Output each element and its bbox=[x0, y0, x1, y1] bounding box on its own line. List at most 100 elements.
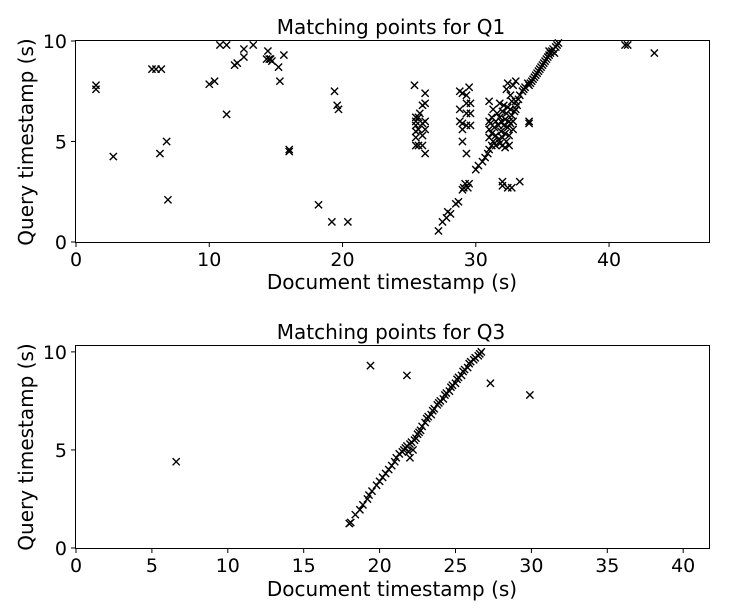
y-axis-q1: 0 5 10 bbox=[43, 31, 76, 254]
x-tick-label: 5 bbox=[146, 555, 158, 577]
scatter-point bbox=[157, 65, 166, 74]
scatter-point bbox=[495, 99, 504, 108]
scatter-point bbox=[421, 89, 430, 98]
scatter-point bbox=[358, 500, 367, 509]
x-tick-label: 40 bbox=[671, 555, 695, 577]
scatter-point bbox=[411, 117, 420, 126]
scatter-point bbox=[421, 149, 430, 158]
scatter-point bbox=[162, 137, 171, 146]
x-tick-label: 0 bbox=[70, 555, 82, 577]
scatter-point bbox=[497, 127, 506, 136]
x-axis-label-q1: Document timestamp (s) bbox=[267, 270, 517, 294]
y-tick-label: 0 bbox=[55, 538, 67, 560]
scatter-point bbox=[497, 117, 506, 126]
scatter-point bbox=[418, 141, 427, 150]
scatter-point bbox=[486, 379, 495, 388]
x-axis-q1: 0 10 20 30 40 bbox=[70, 242, 621, 271]
scatter-point bbox=[91, 85, 101, 94]
scatter-point bbox=[210, 77, 219, 86]
y-axis-label-q3: Query timestamp (s) bbox=[14, 343, 38, 550]
scatter-point bbox=[274, 63, 283, 72]
scatter-point bbox=[239, 52, 249, 62]
scatter-point bbox=[462, 91, 471, 100]
x-tick-label: 10 bbox=[216, 555, 240, 577]
scatter-point bbox=[501, 143, 510, 152]
scatter-point bbox=[458, 89, 467, 98]
x-tick-label: 10 bbox=[197, 249, 221, 271]
scatter-point bbox=[411, 133, 420, 142]
x-tick-label: 25 bbox=[443, 555, 467, 577]
scatter-point bbox=[521, 83, 530, 92]
scatter-point bbox=[275, 77, 284, 86]
scatter-point bbox=[466, 109, 475, 118]
scatter-point bbox=[487, 129, 496, 138]
scatter-point bbox=[507, 97, 516, 106]
scatter-point bbox=[509, 117, 518, 126]
scatter-point bbox=[498, 107, 507, 116]
scatter-point bbox=[499, 101, 508, 110]
x-tick-label: 15 bbox=[292, 555, 316, 577]
scatter-point bbox=[327, 217, 336, 226]
scatter-point bbox=[455, 105, 464, 114]
scatter-point bbox=[249, 40, 258, 50]
scatter-point bbox=[501, 129, 510, 138]
scatter-point bbox=[367, 487, 377, 496]
scatter-point bbox=[466, 121, 475, 130]
scatter-point bbox=[513, 101, 522, 110]
scatter-point bbox=[410, 81, 419, 90]
scatter-point bbox=[515, 177, 524, 186]
scatter-point bbox=[414, 125, 423, 134]
scatter-point bbox=[421, 99, 430, 108]
scatter-point bbox=[471, 165, 480, 174]
scatter-point bbox=[499, 121, 508, 130]
scatter-point bbox=[509, 81, 518, 90]
x-tick-label: 30 bbox=[519, 555, 543, 577]
scatter-point bbox=[485, 125, 494, 134]
scatter-point bbox=[465, 179, 474, 188]
x-tick-label: 20 bbox=[330, 249, 354, 271]
scatter-point bbox=[623, 40, 632, 50]
scatter-point bbox=[505, 131, 514, 140]
scatter-point bbox=[147, 65, 157, 74]
scatter-point bbox=[507, 111, 516, 120]
scatter-point bbox=[550, 48, 559, 58]
scatter-point bbox=[408, 445, 418, 455]
scatter-point bbox=[491, 141, 500, 150]
chart-title-q1: Matching points for Q1 bbox=[277, 15, 505, 39]
scatter-point bbox=[411, 141, 420, 150]
scatter-point bbox=[233, 59, 242, 68]
subplot-q3: Matching points for Q3 0 5 10 15 20 25 30 35 40 … bbox=[14, 320, 710, 601]
scatter-point bbox=[477, 347, 486, 356]
scatter-point bbox=[263, 46, 272, 56]
scatter-point bbox=[285, 147, 294, 156]
scatter-point bbox=[485, 145, 494, 154]
scatter-point bbox=[505, 141, 514, 150]
scatter-point bbox=[279, 50, 288, 60]
plot-frame-q1 bbox=[75, 40, 710, 243]
scatter-point bbox=[155, 149, 165, 158]
chart-title-q3: Matching points for Q3 bbox=[277, 320, 505, 344]
scatter-point bbox=[446, 209, 455, 218]
scatter-point bbox=[330, 87, 339, 96]
x-tick-label: 35 bbox=[595, 555, 619, 577]
scatter-point bbox=[478, 157, 487, 166]
scatter-point bbox=[511, 77, 520, 86]
scatter-point bbox=[650, 48, 659, 58]
scatter-point bbox=[314, 200, 323, 209]
x-tick-label: 0 bbox=[70, 249, 82, 271]
subplot-q1: Matching points for Q1 0 10 20 30 40 0 5 10 Do… bbox=[14, 15, 710, 294]
scatter-point bbox=[509, 125, 518, 134]
scatter-point bbox=[91, 81, 101, 90]
y-tick-label: 10 bbox=[43, 31, 67, 53]
scatter-point bbox=[404, 447, 413, 456]
scatter-point bbox=[343, 217, 352, 226]
scatter-point bbox=[498, 181, 507, 190]
scatter-point bbox=[525, 390, 534, 400]
scatter-point bbox=[462, 109, 471, 118]
scatter-point bbox=[515, 91, 524, 100]
scatter-point bbox=[502, 85, 511, 94]
scatter-point bbox=[239, 44, 249, 54]
scatter-point bbox=[485, 133, 494, 142]
y-tick-label: 10 bbox=[43, 342, 67, 364]
scatter-point bbox=[366, 361, 375, 370]
